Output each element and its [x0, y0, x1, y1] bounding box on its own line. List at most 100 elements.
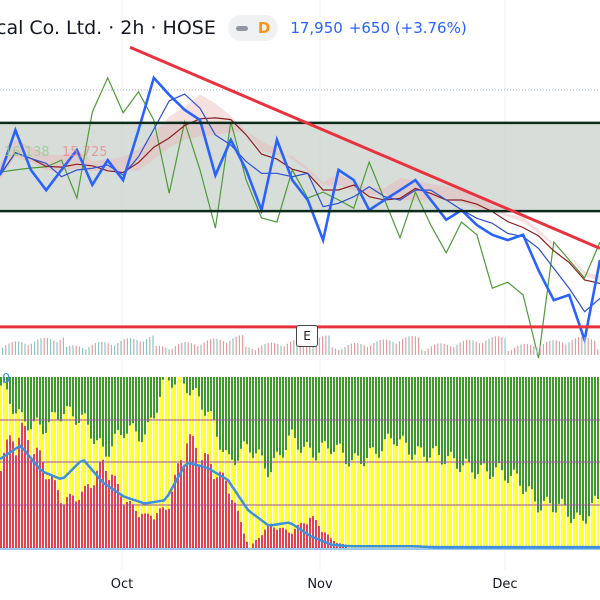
indicator-green-bar [276, 377, 278, 452]
indicator-red-bar [327, 534, 329, 548]
volume-bar [238, 335, 240, 355]
indicator-green-bar [108, 377, 110, 457]
indicator-green-bar [546, 377, 548, 497]
indicator-green-bar [204, 377, 206, 416]
volume-bar [11, 342, 13, 355]
volume-bar [392, 341, 394, 355]
indicator-red-bar [306, 524, 308, 548]
volume-bar [347, 345, 349, 355]
indicator-red-bar [195, 447, 197, 548]
indicator-green-bar [156, 377, 158, 413]
volume-bar [504, 338, 506, 355]
indicator-red-bar [135, 511, 137, 548]
kijun-line [0, 117, 600, 284]
indicator-green-bar [420, 377, 422, 448]
indicator-green-bar [93, 377, 95, 444]
earnings-event-badge[interactable]: E [296, 325, 318, 347]
indicator-green-bar [447, 377, 449, 457]
chart-legend-header: cal Co. Ltd. · 2h · HOSE D 17,950 +650 (… [0, 14, 467, 42]
volume-bar [590, 339, 592, 355]
indicator-green-bar [468, 377, 470, 462]
volume-bar [510, 350, 512, 355]
volume-bar [59, 339, 61, 355]
indicator-red-bar [282, 527, 284, 548]
volume-bar [126, 338, 128, 355]
volume-bar [546, 342, 548, 355]
volume-bar [296, 339, 298, 355]
indicator-green-bar [357, 377, 359, 456]
indicator-green-bar [225, 377, 227, 451]
indicator-green-bar [18, 377, 20, 410]
indicator-green-bar [249, 377, 251, 453]
indicator-green-bar [369, 377, 371, 449]
indicator-green-bar [444, 377, 446, 465]
indicator-green-bar [183, 377, 185, 384]
indicator-green-bar [504, 377, 506, 481]
indicator-green-bar [171, 377, 173, 388]
indicator-green-bar [216, 377, 218, 437]
indicator-green-bar [522, 377, 524, 495]
indicator-green-bar [345, 377, 347, 465]
volume-bar [110, 344, 112, 355]
volume-bar [162, 346, 164, 355]
symbol-title[interactable]: cal Co. Ltd. · 2h · HOSE [0, 17, 216, 39]
indicator-green-bar [348, 377, 350, 467]
indicator-green-bar [423, 377, 425, 457]
indicator-red-bar [3, 452, 5, 548]
volume-bar [350, 343, 352, 355]
indicator-red-bar [111, 474, 113, 548]
volume-bar [555, 340, 557, 355]
indicator-green-bar [33, 377, 35, 422]
indicator-green-bar [120, 377, 122, 436]
indicator-green-bar [381, 377, 383, 452]
indicator-red-bar [138, 517, 140, 548]
indicator-green-bar [42, 377, 44, 435]
indicator-green-bar [138, 377, 140, 442]
volume-bar [101, 341, 103, 355]
indicator-green-bar [564, 377, 566, 505]
indicator-green-bar [36, 377, 38, 418]
volume-bar [242, 335, 244, 355]
volume-bar [123, 339, 125, 355]
indicator-green-bar [354, 377, 356, 454]
volume-bar [376, 341, 378, 355]
indicator-green-bar [591, 377, 593, 503]
volume-bar [283, 346, 285, 355]
indicator-green-bar [492, 377, 494, 477]
indicator-green-bar [153, 377, 155, 419]
indicator-green-bar [15, 377, 17, 414]
indicator-red-bar [72, 495, 74, 548]
volume-bar [325, 335, 327, 355]
volume-bar [133, 338, 135, 355]
tenkan-line [0, 93, 600, 313]
indicator-red-bar [66, 497, 68, 548]
indicator-red-bar [18, 437, 20, 548]
volume-bar [258, 347, 260, 355]
volume-bar [94, 343, 96, 355]
indicator-red-bar [168, 508, 170, 548]
market-status-pill[interactable]: D [227, 15, 279, 41]
x-tick-nov: Nov [307, 577, 333, 592]
indicator-green-bar [159, 377, 161, 397]
volume-bar [8, 343, 10, 355]
indicator-green-bar [30, 377, 32, 430]
volume-bar [411, 335, 413, 355]
indicator-red-bar [21, 422, 23, 548]
indicator-green-bar [516, 377, 518, 474]
indicator-green-bar [510, 377, 512, 476]
volume-bar [210, 339, 212, 355]
volume-bar [344, 346, 346, 355]
indicator-green-bar [240, 377, 242, 449]
indicator-green-bar [3, 377, 5, 383]
indicator-line [0, 444, 600, 549]
volume-bar [82, 348, 84, 355]
indicator-green-bar [594, 377, 596, 496]
indicator-red-bar [234, 502, 236, 548]
volume-bar [542, 343, 544, 355]
indicator-green-bar [474, 377, 476, 479]
indicator-green-bar [543, 377, 545, 501]
volume-bar [366, 346, 368, 355]
indicator-red-bar [243, 533, 245, 548]
volume-bar [168, 349, 170, 355]
